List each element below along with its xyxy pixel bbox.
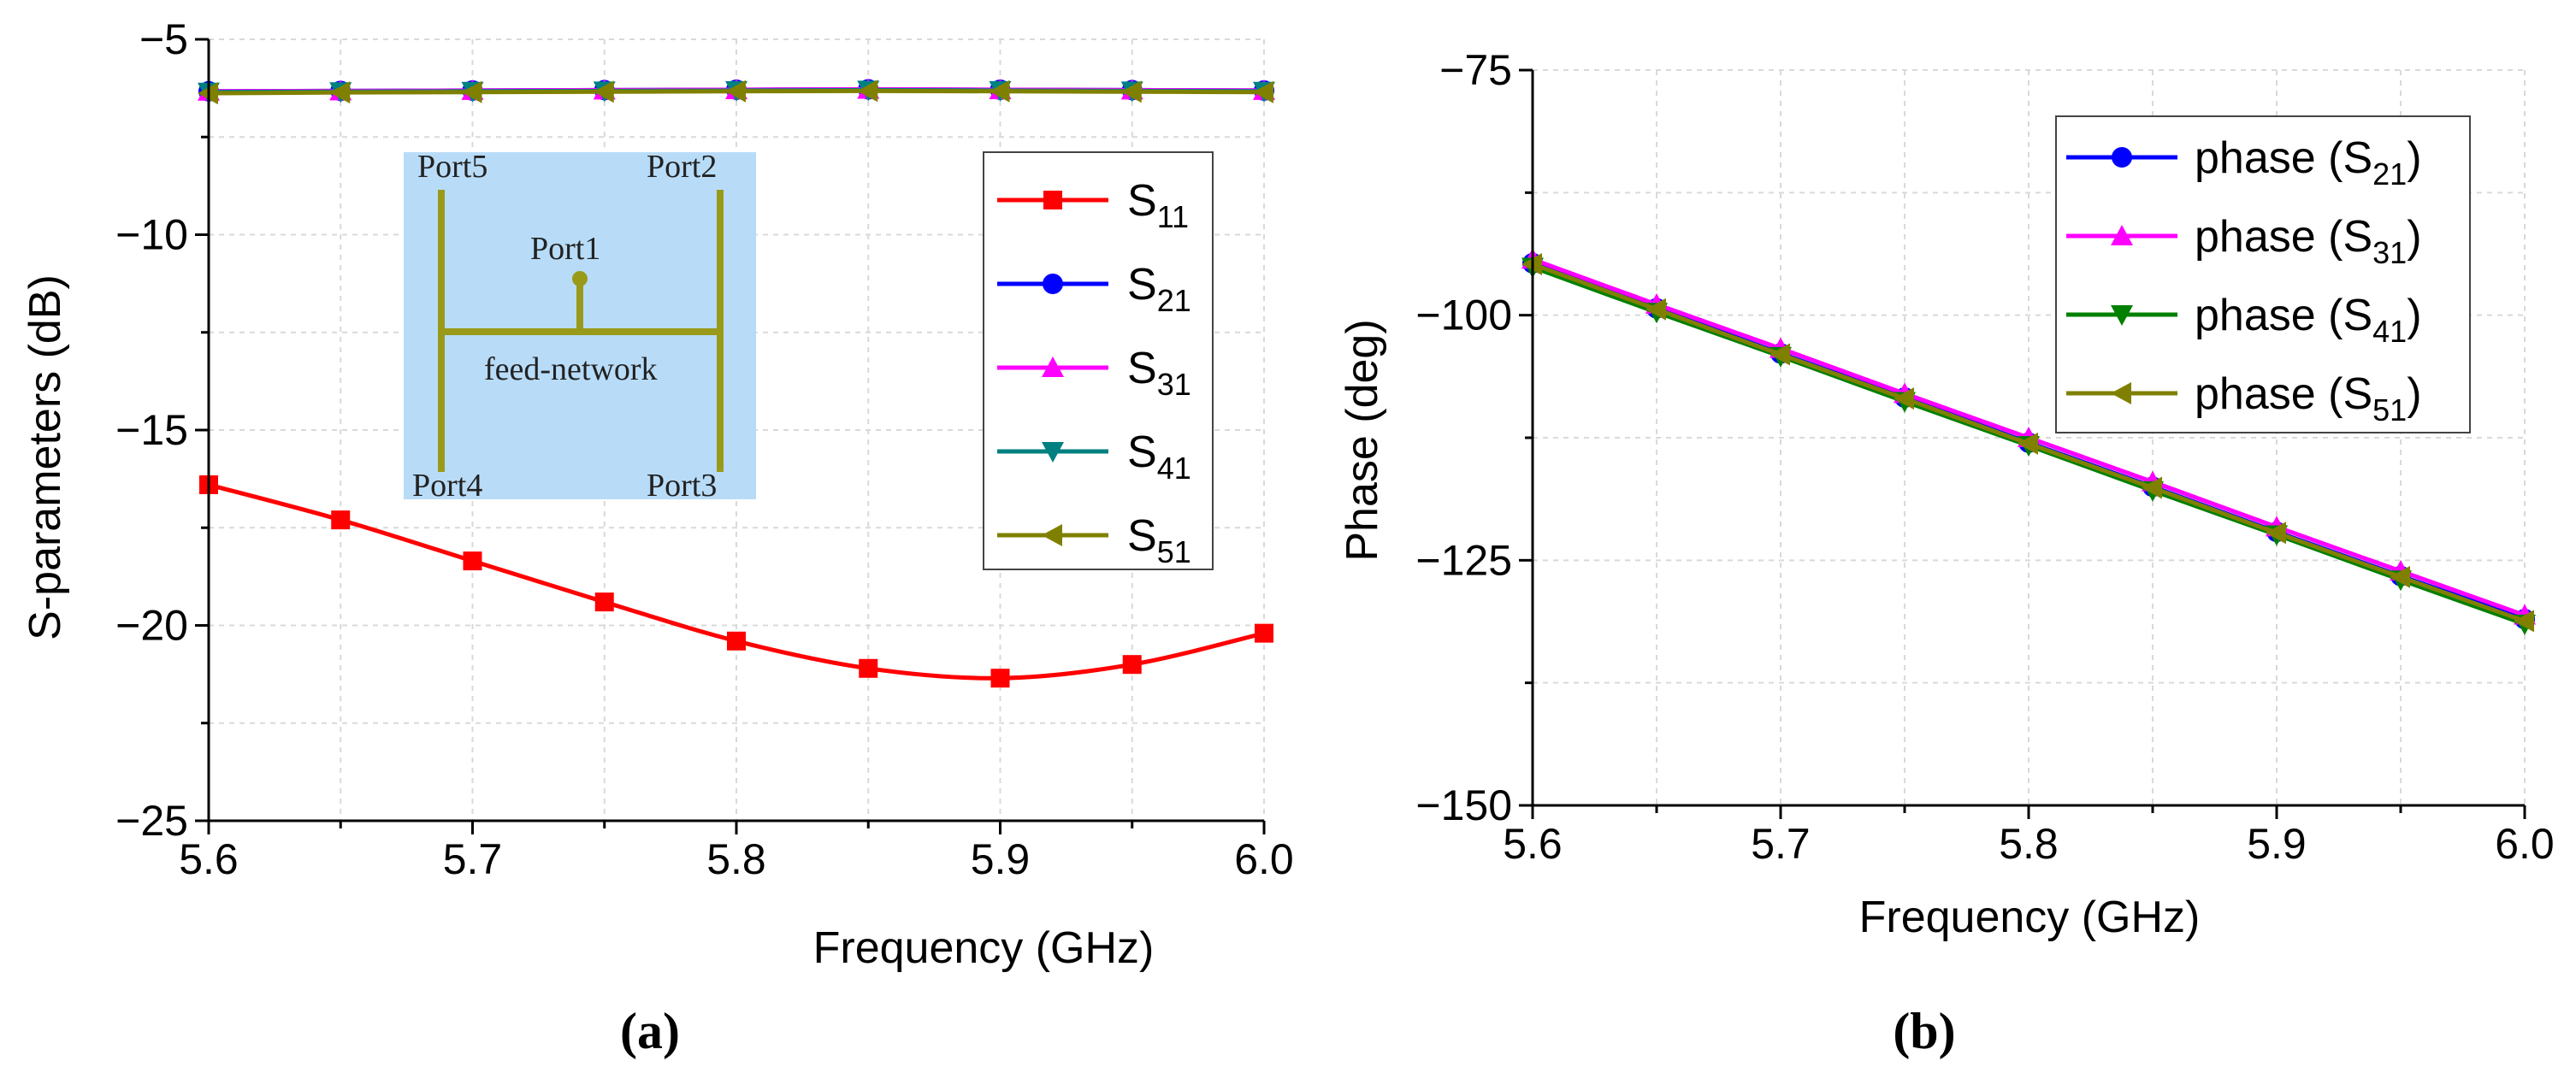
legend-marker <box>1042 524 1062 546</box>
legend-marker <box>1043 191 1062 209</box>
legend-label: S41 <box>1127 427 1191 486</box>
data-point <box>1120 80 1142 103</box>
x-tick-label: 5.6 <box>179 835 239 883</box>
legend-marker <box>2111 382 2131 404</box>
legend-entry: phase (S21) <box>2066 133 2422 192</box>
x-tick-label: 6.0 <box>1234 835 1294 883</box>
legend-entry: phase (S51) <box>2066 369 2422 427</box>
data-point <box>2018 432 2038 455</box>
legend-marker <box>1043 274 1063 294</box>
panel-a: Port1 Port2 Port3 Port4 Port5 feed-netwo… <box>21 15 1294 1059</box>
legend-label: phase (S41) <box>2195 291 2422 349</box>
x-tick-label: 5.8 <box>1999 820 2059 868</box>
legend-entry: phase (S41) <box>2066 291 2422 349</box>
panel-b: 5.6 5.7 5.8 5.9 6.0 −150 −125 −100 −75 phase (S2… <box>1338 46 2555 1059</box>
y-tick-label: −25 <box>115 797 188 845</box>
legend-label: S11 <box>1127 176 1189 234</box>
feed-network-label: feed-network <box>484 351 658 387</box>
y-tick-label: −20 <box>115 602 188 650</box>
legend-label: phase (S21) <box>2195 133 2422 192</box>
data-point <box>990 669 1010 688</box>
data-point <box>1894 387 1914 410</box>
x-tick-label: 5.9 <box>971 835 1031 883</box>
data-point <box>1645 298 1666 321</box>
y-axis-title-a: S-parameters (dB) <box>21 274 70 640</box>
y-tick-label: −150 <box>1415 781 1512 829</box>
legend-b: phase (S21) phase (S31) phase (S41) phase (… <box>2055 115 2471 433</box>
legend-entry: S11 <box>997 176 1189 234</box>
y-tick-label: −10 <box>115 211 188 259</box>
caption-a: (a) <box>620 1003 680 1059</box>
data-point <box>1255 623 1273 643</box>
port1-label: Port1 <box>530 231 600 267</box>
data-point <box>2390 565 2410 588</box>
data-point <box>1770 343 1790 366</box>
data-point <box>461 80 482 103</box>
port4-label: Port4 <box>412 468 482 504</box>
legend-label: phase (S51) <box>2195 369 2422 427</box>
data-point <box>2266 522 2286 545</box>
legend-box <box>983 151 1214 570</box>
legend-marker <box>2111 225 2133 245</box>
legend-box <box>2055 115 2471 433</box>
x-tick-label: 5.6 <box>1503 820 1563 868</box>
x-axis-title-a: Frequency (GHz) <box>813 923 1155 973</box>
caption-b: (b) <box>1893 1003 1955 1059</box>
data-point <box>1253 80 1273 103</box>
legend-label: S21 <box>1127 260 1191 318</box>
y-tick-label: −5 <box>139 15 188 63</box>
series-b <box>1521 248 2536 635</box>
data-point <box>2514 610 2534 633</box>
data-point <box>727 631 746 651</box>
x-tick-label: 6.0 <box>2495 820 2555 868</box>
y-tick-label: −125 <box>1415 536 1512 584</box>
legend-marker <box>2112 147 2132 168</box>
legend-entry: S31 <box>997 344 1191 402</box>
legend-marker <box>1042 442 1064 463</box>
legend-entry: S21 <box>997 260 1191 318</box>
data-point <box>725 80 746 103</box>
feed-network-traces <box>438 190 724 472</box>
series-phases51 <box>1521 253 2534 633</box>
legend-entry: S41 <box>997 427 1191 486</box>
port3-label: Port3 <box>647 468 717 504</box>
port5-label: Port5 <box>417 149 487 185</box>
legend-label: S31 <box>1127 344 1191 402</box>
legend-label: phase (S31) <box>2195 212 2422 270</box>
x-tick-label: 5.7 <box>443 835 503 883</box>
x-tick-label: 5.8 <box>706 835 766 883</box>
data-point <box>1122 655 1142 675</box>
port1-dot <box>572 271 588 286</box>
data-point <box>594 592 614 612</box>
y-tick-label: −75 <box>1439 46 1512 94</box>
data-point <box>331 510 351 530</box>
x-axis-title-b: Frequency (GHz) <box>1859 893 2201 942</box>
legend-entry: S51 <box>997 511 1191 569</box>
series-a <box>198 78 1275 688</box>
y-axis-title-b: Phase (deg) <box>1338 319 1387 561</box>
y-tick-label: −100 <box>1415 292 1512 339</box>
legend-a: S11 S21 S31 S41 S51 <box>983 151 1214 570</box>
data-point <box>463 551 482 571</box>
legend-label: S51 <box>1127 511 1191 569</box>
x-tick-label: 5.9 <box>2247 820 2307 868</box>
x-tick-label: 5.7 <box>1751 820 1811 868</box>
axes-a: 5.6 5.7 5.8 5.9 6.0 −25 −20 −15 −10 −5 <box>115 15 1294 883</box>
legend-entry: phase (S31) <box>2066 212 2422 270</box>
series-s51 <box>198 80 1273 105</box>
data-point <box>329 81 351 104</box>
legend-marker <box>1042 357 1064 377</box>
y-tick-label: −15 <box>115 406 188 454</box>
inset-diagram: Port1 Port2 Port3 Port4 Port5 feed-netwo… <box>404 149 756 504</box>
data-point <box>2142 476 2162 499</box>
data-point <box>857 80 878 103</box>
legend-marker <box>2111 305 2133 326</box>
port2-label: Port2 <box>647 149 717 185</box>
data-point <box>593 80 614 103</box>
data-point <box>989 80 1010 103</box>
series-s11 <box>199 475 1273 688</box>
data-point <box>859 658 878 678</box>
axes-b: 5.6 5.7 5.8 5.9 6.0 −150 −125 −100 −75 <box>1415 46 2554 868</box>
